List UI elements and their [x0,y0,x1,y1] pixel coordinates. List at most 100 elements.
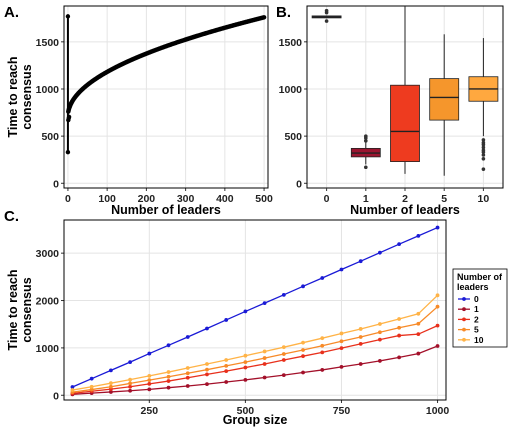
panel-c-point [205,326,209,331]
panel-a-ytick-label: 500 [41,131,59,143]
panel-a-ylabel: Time to reachconsensus [6,56,34,137]
panel-c-point [358,259,363,264]
panel-c-point [301,340,305,345]
panel-a-point [65,149,71,155]
panel-c-point [166,370,171,374]
panel-c-point [128,388,133,393]
panel-c-line [72,294,439,391]
panel-c-point [262,301,267,306]
panel-c-point [224,358,229,362]
panel-c-point [205,382,209,387]
panel-b-box-body [429,78,460,121]
panel-c-border [63,219,447,401]
panel-b-ytick-label: 500 [284,131,302,143]
panel-c-point [397,325,402,330]
panel-c-point [301,348,305,352]
panel-b-outlier [481,148,486,153]
panel-c-point [243,365,248,370]
panel-b-xtick-label: 10 [478,193,490,205]
panel-b-outlier [481,167,486,171]
panel-a-curve [66,15,267,114]
panel-a-point [65,14,71,19]
panel-c-point [185,384,190,388]
panel-c-point [281,373,286,378]
panel-c-legend-label: 2 [474,314,479,324]
panel-b-outlier [364,165,368,170]
panel-c-series-5 [70,304,440,395]
panel-c-point [147,387,152,392]
panel-c-point [416,332,421,337]
panel-c-ylabel-line: consensus [20,277,34,342]
panel-c-point [339,331,344,336]
panel-c-point [301,370,305,375]
panel-c-point [377,250,382,255]
panel-c-legend-label: 10 [474,335,484,345]
panel-c-point [108,381,113,386]
panel-c-point [108,390,113,394]
panel-c-point [224,363,229,368]
panel-c-point [377,359,382,363]
panel-c-point [147,373,152,378]
panel-c-legend-swatch-point [462,327,466,332]
panel-c-point [416,311,421,316]
panel-a-xtick-label: 500 [255,193,273,205]
panel-c-point [128,381,133,386]
panel-c-legend-label: 1 [474,304,479,314]
panel-c-line [72,325,438,395]
panel-c-point [281,345,286,350]
panel-c-point [320,368,325,372]
panel-c-legend-label: 5 [474,325,479,335]
panel-c-legend-swatch-point [462,297,466,301]
panel-b-box-2 [390,6,420,174]
panel-c-ytick-label: 1000 [36,343,60,355]
panel-c-legend-label: 0 [474,294,479,304]
panel-c-point [358,362,363,366]
panel-c-series-10 [70,293,440,392]
panel-c-ytick-label: 3000 [36,248,60,260]
panel-c-point [89,376,94,381]
panel-c-point [243,309,248,314]
panel-c-point [89,387,94,392]
panel-c-point [147,351,152,356]
panel-b-xlabel: Number of leaders [350,203,460,217]
panel-c-point [320,276,325,280]
panel-c-ylabel: Time to reachconsensus [6,269,34,350]
panel-c-legend-title: leaders [457,282,489,292]
panel-c-point [397,317,402,321]
panel-a-border [63,5,269,189]
panel-a-ytick-label: 1000 [36,84,60,96]
panel-c-point [301,354,305,359]
panel-c-point [358,335,363,339]
panel-c-ytick-label: 2000 [36,296,60,308]
panel-b-outlier [481,156,486,161]
panel-c-point [185,371,190,376]
panel-c-point [166,374,171,379]
panel-c-point [147,378,152,383]
panel-c-point [243,353,248,358]
panel-a-point [66,114,72,120]
panel-c-point [377,337,382,342]
panel-b-outlier [481,153,486,157]
panel-b-ytick-label: 0 [296,178,302,190]
panel-c-legend-swatch-point [462,317,466,322]
panel-c-legend-swatch-point [462,337,466,342]
panel-c-ylabel-line: Time to reach [6,269,20,350]
panel-c-point [435,225,440,230]
panel-b-outlier [324,8,329,13]
panel-c-point [339,339,344,344]
panel-b-outlier [481,145,486,150]
panel-c-point [281,352,286,356]
panel-a-letter: A. [4,4,19,21]
panel-b-outlier [481,140,486,145]
panel-a-xtick-label: 400 [216,193,234,205]
panel-b-outlier [364,134,368,138]
panel-b-box-body [390,84,420,162]
panel-c-ytick-label: 0 [53,390,59,402]
panel-b-outlier [324,19,329,23]
panel-b-box-5 [429,34,460,176]
panel-a-xtick-label: 300 [177,193,195,205]
panel-a-xtick-label: 200 [138,193,156,205]
panel-a-plot-area [63,5,269,189]
panel-c-xlabel: Group size [223,413,288,427]
